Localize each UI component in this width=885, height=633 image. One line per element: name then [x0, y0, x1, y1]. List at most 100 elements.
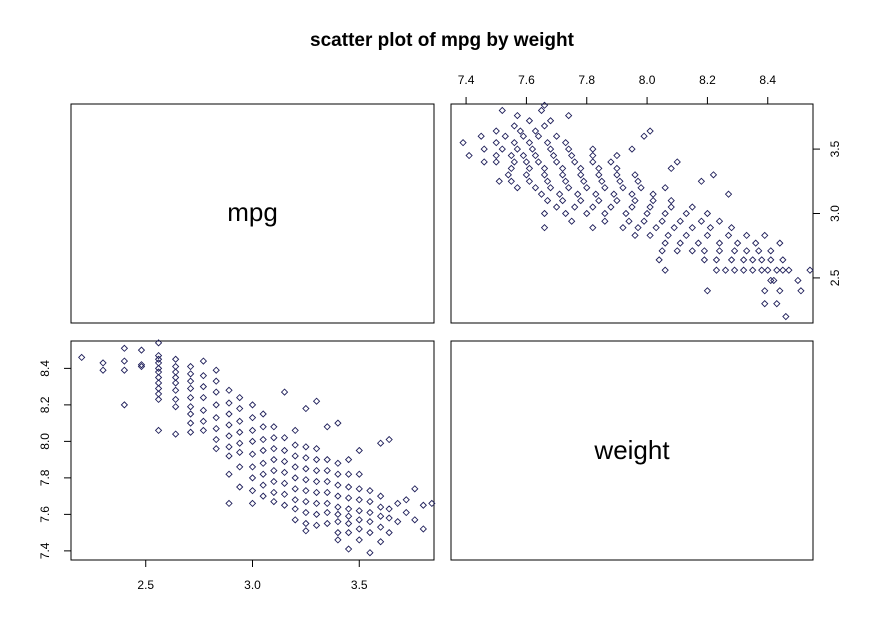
point-weight-mpg-75 [643, 209, 651, 218]
point-weight-mpg-124 [709, 171, 718, 179]
point-weight-mpg-93 [595, 196, 603, 205]
point-mpg-weight-148 [334, 518, 342, 526]
point-weight-mpg-123 [495, 177, 503, 185]
point-weight-mpg-159 [465, 151, 473, 160]
point-weight-mpg-107 [619, 184, 627, 192]
point-mpg-weight-37 [186, 410, 195, 418]
point-weight-mpg-63 [540, 224, 549, 232]
point-weight-mpg-2 [761, 300, 769, 308]
point-weight-mpg-187 [525, 117, 534, 125]
point-mpg-weight-101 [280, 468, 289, 477]
point-mpg-weight-50 [212, 401, 220, 409]
point-weight-mpg-80 [540, 209, 549, 218]
point-mpg-weight-88 [259, 492, 267, 500]
point-mpg-weight-145 [334, 492, 342, 500]
point-weight-mpg-182 [516, 127, 525, 135]
point-weight-mpg-169 [543, 139, 552, 147]
scatter-weight-vs-mpg [459, 101, 814, 321]
point-weight-mpg-163 [546, 145, 555, 153]
point-weight-mpg-140 [507, 164, 515, 173]
point-weight-mpg-66 [676, 217, 684, 225]
point-mpg-weight-125 [312, 445, 321, 453]
top-tick-label-1: 7.6 [518, 73, 535, 87]
left-tick-label-0: 7.4 [38, 542, 52, 559]
point-weight-mpg-23 [767, 256, 775, 264]
point-weight-mpg-57 [688, 224, 696, 232]
top-tick-label-4: 8.2 [699, 73, 716, 87]
point-weight-mpg-64 [715, 217, 724, 225]
point-mpg-weight-6 [120, 401, 129, 409]
point-mpg-weight-93 [270, 466, 278, 475]
point-mpg-weight-109 [291, 474, 299, 482]
point-weight-mpg-78 [583, 209, 591, 218]
point-weight-mpg-39 [658, 247, 666, 255]
point-mpg-weight-62 [225, 470, 233, 478]
point-weight-mpg-173 [459, 139, 467, 147]
point-mpg-weight-165 [355, 516, 363, 524]
point-weight-mpg-48 [742, 231, 751, 240]
point-weight-mpg-3 [797, 287, 805, 295]
point-mpg-weight-14 [154, 364, 163, 373]
point-weight-mpg-129 [558, 171, 567, 179]
point-weight-mpg-158 [492, 151, 500, 160]
point-mpg-weight-67 [236, 428, 244, 436]
point-mpg-weight-113 [291, 516, 299, 524]
point-mpg-weight-163 [355, 496, 363, 504]
point-weight-mpg-79 [561, 209, 570, 218]
point-weight-mpg-175 [552, 132, 561, 140]
point-mpg-weight-100 [280, 457, 289, 466]
point-weight-mpg-22 [779, 256, 787, 264]
point-weight-mpg-131 [522, 171, 531, 179]
point-weight-mpg-86 [589, 203, 597, 211]
point-mpg-weight-131 [312, 510, 321, 519]
point-weight-mpg-84 [628, 203, 636, 211]
point-weight-mpg-133 [667, 164, 675, 173]
point-weight-mpg-97 [724, 190, 733, 198]
point-mpg-weight-189 [411, 516, 419, 524]
point-weight-mpg-154 [549, 151, 558, 160]
panel-bottom-right [450, 340, 814, 561]
point-weight-mpg-36 [700, 247, 709, 255]
point-mpg-weight-136 [323, 477, 331, 486]
point-weight-mpg-20 [712, 266, 721, 274]
point-mpg-weight-130 [312, 499, 321, 508]
point-weight-mpg-69 [625, 217, 633, 225]
left-tick-label-5: 8.4 [38, 360, 52, 377]
point-weight-mpg-111 [546, 184, 555, 192]
point-mpg-weight-66 [236, 417, 244, 425]
point-mpg-weight-79 [248, 487, 257, 495]
point-weight-mpg-31 [767, 247, 775, 255]
point-mpg-weight-181 [385, 505, 393, 513]
point-weight-mpg-89 [667, 196, 675, 205]
top-tick-label-2: 7.8 [578, 73, 595, 87]
point-mpg-weight-147 [334, 510, 342, 519]
point-weight-mpg-42 [733, 239, 742, 247]
point-weight-mpg-19 [721, 266, 730, 274]
point-weight-mpg-118 [580, 177, 588, 185]
bottom-tick-label-0: 2.5 [137, 578, 154, 592]
point-mpg-weight-28 [171, 395, 180, 404]
point-mpg-weight-83 [259, 435, 267, 444]
point-mpg-weight-182 [385, 514, 393, 522]
point-mpg-weight-155 [344, 505, 353, 513]
point-mpg-weight-85 [259, 459, 267, 467]
point-weight-mpg-146 [534, 158, 543, 166]
point-mpg-weight-146 [334, 503, 342, 511]
point-mpg-weight-71 [236, 483, 244, 491]
point-weight-mpg-16 [749, 266, 757, 274]
point-weight-mpg-61 [619, 224, 627, 232]
point-mpg-weight-140 [323, 519, 331, 528]
point-mpg-weight-112 [291, 505, 299, 513]
point-weight-mpg-43 [715, 239, 724, 247]
point-weight-mpg-179 [477, 132, 485, 140]
point-mpg-weight-154 [344, 494, 353, 502]
point-mpg-weight-56 [225, 399, 233, 407]
point-weight-mpg-119 [561, 177, 570, 185]
point-weight-mpg-29 [700, 256, 709, 264]
top-axis-weight: 7.4 7.6 7.8 8.0 8.2 8.4 [458, 73, 776, 104]
point-mpg-weight-45 [199, 417, 208, 425]
point-weight-mpg-128 [577, 171, 585, 179]
point-mpg-weight-141 [334, 419, 342, 427]
point-weight-mpg-121 [525, 177, 534, 185]
point-weight-mpg-157 [507, 151, 515, 160]
